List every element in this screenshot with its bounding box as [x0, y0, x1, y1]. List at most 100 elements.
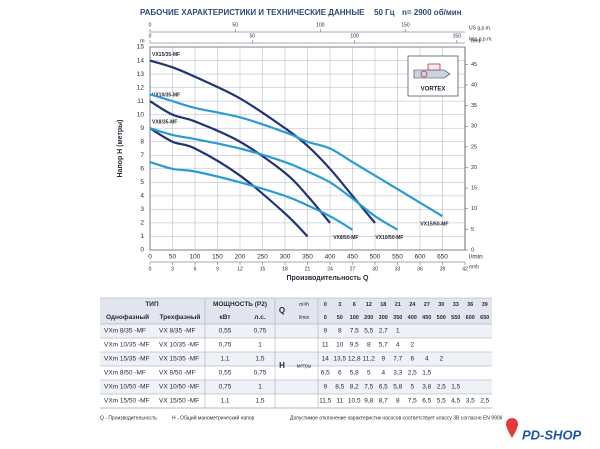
h-value: 2 — [439, 356, 443, 363]
top-tick-label: 100 — [350, 33, 359, 39]
x-tick-label: 150 — [212, 254, 223, 261]
y2-tick-label: 35 — [471, 103, 477, 109]
h-value: 7,5 — [364, 384, 373, 391]
top-tick-label: 150 — [453, 33, 462, 39]
y2-tick-label: 25 — [471, 144, 477, 150]
h-value: 1,5 — [422, 370, 431, 377]
h-value: 8,7 — [379, 398, 388, 405]
q-value: 24 — [409, 302, 416, 308]
table-cell: VXm 8/35 -MF — [104, 328, 146, 335]
y-tick-label: 15 — [137, 44, 145, 51]
y-tick-label: 3 — [140, 206, 144, 213]
h-value: 11 — [322, 342, 329, 349]
table-cell: 1,1 — [220, 356, 229, 363]
icon-impeller — [427, 63, 441, 71]
h-value: 4 — [381, 370, 385, 377]
h-value: 1,5 — [451, 384, 460, 391]
x2-tick-label: 3 — [171, 266, 174, 272]
table-row-bg — [100, 380, 492, 394]
y-tick-label: 1 — [140, 233, 144, 240]
h-value: 10 — [336, 342, 344, 349]
footer-note: Допустимое отклонение характеристик насо… — [290, 415, 503, 421]
q-value: 18 — [380, 302, 386, 308]
h-value: 4 — [425, 356, 429, 363]
q-value: 100 — [350, 315, 359, 321]
icon-label: VORTEX — [421, 87, 446, 93]
table-cell: VXm 8/50 -MF — [104, 370, 146, 377]
series-line — [149, 160, 354, 231]
table-cell: VXm 15/50 -MF — [104, 398, 150, 405]
q-unit: l/min — [299, 315, 310, 321]
top-tick-label: 100 — [316, 22, 325, 28]
h-value: 5,7 — [379, 342, 388, 349]
h-value: 14 — [322, 356, 330, 363]
x-tick-label: 650 — [437, 254, 448, 261]
h-value: 10,5 — [348, 398, 361, 405]
x-unit: l/min — [469, 254, 483, 261]
h-value: 2,5 — [437, 384, 446, 391]
table-header: кВт — [219, 314, 230, 321]
x2-tick-label: 42 — [462, 266, 468, 272]
x2-tick-label: 36 — [417, 266, 423, 272]
q-value: 21 — [395, 302, 401, 308]
x-tick-label: 600 — [415, 254, 426, 261]
table-cell: 0,75 — [219, 384, 232, 391]
x2-unit: m³/h — [469, 264, 479, 270]
h-value: 5,5 — [364, 328, 373, 335]
table-cell: VX 15/35 -MF — [159, 356, 199, 363]
x-tick-label: 50 — [169, 254, 177, 261]
q-value: 27 — [424, 302, 430, 308]
x2-tick-label: 27 — [350, 266, 356, 272]
q-value: 450 — [422, 315, 431, 321]
q-value: 0 — [324, 302, 327, 308]
x2-tick-label: 33 — [395, 266, 401, 272]
y-tick-label: 14 — [137, 57, 145, 64]
x-tick-label: 550 — [392, 254, 403, 261]
q-unit: m³/h — [299, 302, 309, 308]
q-value: 30 — [438, 302, 444, 308]
table-header: Трехфазный — [160, 313, 201, 321]
series-label: VX8/50-MF — [333, 235, 358, 241]
y2-unit: feet — [471, 38, 481, 44]
h-value: 6,5 — [379, 384, 388, 391]
h-value: 3,3 — [393, 370, 402, 377]
h-value: 11 — [336, 398, 343, 405]
h-value: 8 — [367, 342, 371, 349]
footer-legend: H - Общий манометрический напор — [172, 414, 255, 421]
h-value: 6,5 — [422, 398, 431, 405]
series-line — [149, 59, 376, 224]
table-cell: VX 8/50 -MF — [159, 370, 196, 377]
h-unit: метры — [297, 363, 312, 369]
series-line — [149, 93, 444, 218]
x2-tick-label: 9 — [216, 266, 219, 272]
y2-tick-label: 15 — [471, 186, 477, 192]
y2-tick-label: 10 — [471, 206, 477, 212]
h-value: 7,7 — [393, 356, 402, 363]
y2-tick-label: 5 — [471, 227, 474, 233]
table-cell: 1 — [258, 384, 262, 391]
h-value: 6,5 — [321, 370, 330, 377]
table-cell: 0,55 — [219, 370, 232, 377]
frequency: 50 Гц — [374, 8, 395, 17]
h-value: 2,5 — [408, 370, 417, 377]
h-value: 2,7 — [379, 328, 388, 335]
q-value: 0 — [324, 315, 327, 321]
q-value: 500 — [437, 315, 446, 321]
h-value: 9,8 — [364, 398, 373, 405]
table-cell: 0,55 — [219, 328, 232, 335]
y-tick-label: 13 — [137, 71, 145, 78]
series-label: VX15/50-MF — [420, 221, 448, 227]
q-value: 33 — [453, 302, 459, 308]
series-line — [149, 127, 399, 231]
x2-tick-label: 12 — [237, 266, 243, 272]
table-cell: VXm 10/50 -MF — [104, 384, 150, 391]
x-tick-label: 500 — [370, 254, 381, 261]
y-tick-label: 5 — [140, 179, 144, 186]
table-header: Однофазный — [106, 313, 149, 321]
series-label: VX10/35-MF — [152, 92, 180, 98]
h-value: 11,2 — [363, 356, 376, 363]
h-value: 12,8 — [348, 356, 361, 363]
h-value: 6 — [338, 370, 342, 377]
h-value: 5,8 — [350, 370, 359, 377]
